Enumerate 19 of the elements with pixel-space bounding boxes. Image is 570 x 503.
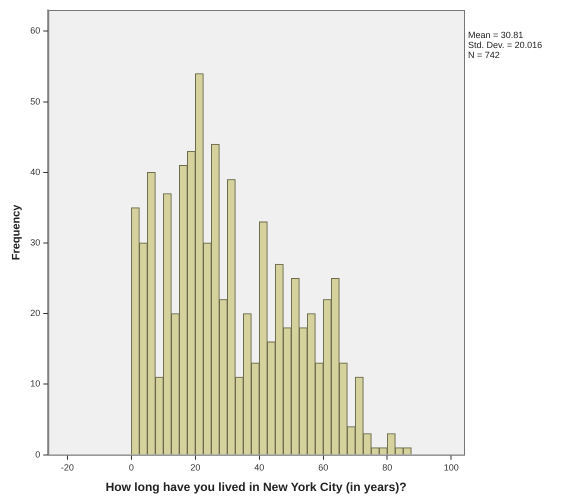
x-tick-label: 0 <box>128 462 134 473</box>
y-tick-label: 0 <box>35 449 40 460</box>
x-tick-label: -20 <box>60 462 74 473</box>
text: Std. Dev. = 20.016 <box>468 40 542 50</box>
y-tick-label: 30 <box>30 237 40 248</box>
x-tick-label: 60 <box>318 462 328 473</box>
text: N = 742 <box>468 50 501 60</box>
x-axis-title: How long have you lived in New York City (in years)? <box>106 480 407 494</box>
x-tick-label: 40 <box>254 462 264 473</box>
text: Mean = 30.81 <box>468 30 524 40</box>
y-tick-label: 50 <box>30 96 40 106</box>
x-tick-label: 100 <box>444 462 459 473</box>
x-tick-label: 20 <box>190 462 200 473</box>
y-tick-label: 40 <box>30 166 40 177</box>
y-tick-label: 10 <box>30 378 40 389</box>
y-tick-label: 60 <box>30 26 40 36</box>
y-axis-title: Frequency <box>10 204 23 260</box>
y-tick-label: 20 <box>30 308 40 318</box>
x-tick-label: 80 <box>382 462 392 473</box>
